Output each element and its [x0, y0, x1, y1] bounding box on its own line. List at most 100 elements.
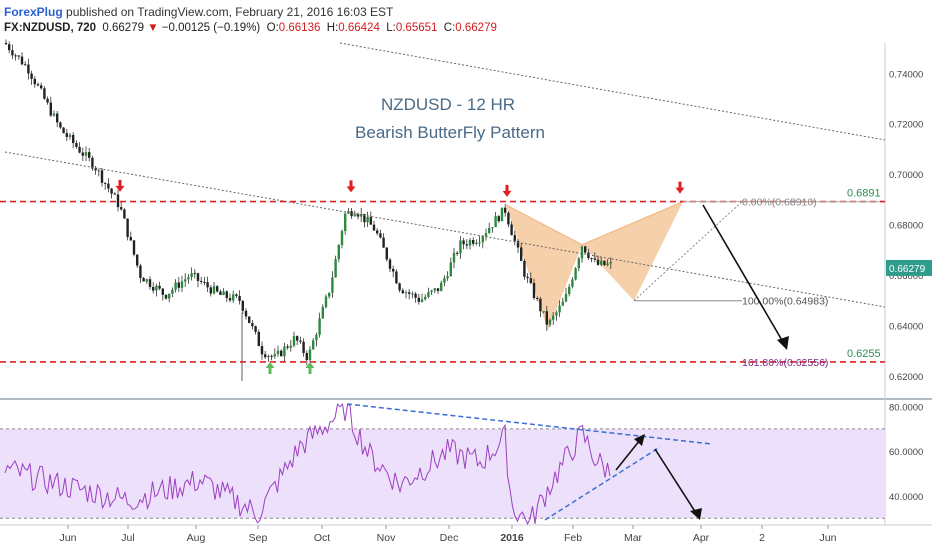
- candle-body: [155, 285, 158, 291]
- candle-body: [321, 307, 324, 319]
- fib-label: 100.00%(0.64983): [742, 296, 828, 308]
- candle-body: [36, 84, 40, 86]
- candle-body: [539, 298, 542, 312]
- candle-body: [568, 286, 571, 295]
- candle-body: [196, 273, 200, 281]
- candle-body: [526, 276, 529, 279]
- candle-body: [580, 246, 584, 259]
- x-tick-label: Feb: [564, 532, 582, 544]
- candle-body: [273, 354, 276, 357]
- candle-body: [20, 56, 24, 65]
- candle-body: [27, 64, 30, 74]
- candle-body: [126, 218, 129, 237]
- candle-body: [555, 312, 558, 316]
- level-label: 0.6255: [847, 348, 881, 360]
- close-label: C:: [443, 22, 456, 34]
- up-arrow-icon: [265, 362, 275, 374]
- candle-body: [78, 146, 81, 153]
- level-label: 0.6891: [847, 188, 881, 200]
- candle-body: [177, 282, 180, 288]
- candle-body: [446, 276, 449, 279]
- candle-body: [129, 236, 132, 241]
- candle-body: [248, 316, 251, 323]
- publisher-link[interactable]: ForexPlug: [4, 5, 63, 19]
- open-value: 0.66136: [278, 22, 321, 34]
- x-tick-label: Jun: [60, 532, 77, 544]
- candle-body: [222, 291, 225, 295]
- candle-body: [545, 311, 548, 325]
- candle-body: [344, 213, 347, 232]
- y-tick-label: 0.68000: [889, 221, 923, 232]
- drawings: 0.6891 0.6255 0.00%(0.68910) 100.00%(0.6498…: [0, 42, 886, 374]
- candle-body: [305, 353, 308, 361]
- pattern-xab-wing: [506, 204, 582, 331]
- candle-body: [392, 268, 395, 272]
- candle-body: [24, 64, 27, 66]
- last-price-text: 0.66279: [102, 22, 144, 34]
- rsi-arrow-up-head: [634, 434, 645, 446]
- candle-body: [481, 236, 484, 243]
- candle-body: [609, 261, 612, 264]
- symbol-label[interactable]: FX:NZDUSD, 720: [4, 22, 97, 34]
- candle-body: [219, 291, 222, 295]
- candle-body: [296, 336, 299, 341]
- candle-body: [174, 282, 177, 290]
- candle-body: [331, 277, 334, 293]
- candle-body: [302, 341, 305, 354]
- candle-body: [328, 292, 331, 297]
- candle-body: [356, 214, 360, 217]
- close-value: 0.66279: [455, 22, 497, 34]
- candle-body: [424, 296, 427, 300]
- candle-body: [516, 240, 520, 248]
- candle-body: [577, 258, 580, 269]
- candle-body: [312, 340, 315, 350]
- x-tick-label: Oct: [314, 532, 330, 544]
- pattern-bcd-wing: [582, 201, 683, 301]
- candle-body: [139, 265, 142, 279]
- pattern-edge: [505, 201, 684, 246]
- candle-body: [161, 288, 164, 295]
- rsi-y-tick-label: 60.0000: [889, 447, 923, 458]
- candle-body: [62, 127, 65, 134]
- candle-body: [123, 209, 126, 219]
- candle-body: [484, 233, 488, 237]
- candle-body: [232, 294, 235, 301]
- candle-body: [340, 231, 344, 246]
- candle-body: [14, 55, 17, 57]
- candle-body: [449, 262, 452, 277]
- candle-body: [65, 133, 68, 137]
- candle-body: [88, 152, 91, 158]
- y-tick-label: 0.70000: [889, 170, 923, 181]
- x-tick-label: 2016: [500, 532, 524, 544]
- candle-body: [500, 207, 504, 222]
- projection-arrowhead: [777, 336, 789, 350]
- candle-body: [507, 212, 510, 225]
- rsi-line: [4, 403, 611, 526]
- candle-body: [238, 295, 241, 301]
- candle-body: [292, 336, 296, 346]
- candle-body: [148, 279, 152, 287]
- chart-title: NZDUSD - 12 HR: [381, 95, 515, 114]
- candle-body: [8, 44, 11, 51]
- candle-body: [254, 326, 257, 332]
- candle-body: [264, 354, 267, 358]
- high-value: 0.66424: [338, 22, 380, 34]
- candle-body: [532, 282, 536, 298]
- candle-body: [404, 292, 408, 294]
- candle-body: [212, 286, 216, 294]
- candle-body: [411, 293, 414, 295]
- candle-body: [443, 278, 446, 283]
- candle-body: [225, 291, 228, 298]
- chart-subtitle: Bearish ButterFly Pattern: [355, 123, 545, 142]
- rsi-arrow-down-head: [690, 508, 702, 520]
- candle-body: [337, 245, 340, 260]
- candle-body: [510, 224, 513, 236]
- candle-body: [280, 350, 283, 357]
- x-tick-label: Apr: [693, 532, 710, 544]
- candle-body: [40, 85, 43, 89]
- candle-body: [504, 207, 507, 213]
- candle-body: [100, 170, 104, 183]
- candle-body: [91, 157, 94, 169]
- candle-body: [228, 297, 232, 301]
